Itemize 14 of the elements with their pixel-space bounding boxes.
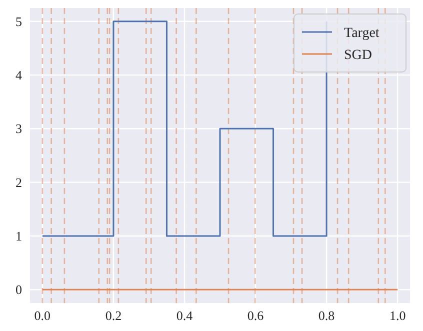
legend-label: Target [344,26,380,41]
y-tick-label: 4 [16,68,22,83]
y-tick-label: 1 [16,228,22,244]
y-tick-label: 0 [16,282,22,298]
x-tick-label: 0.4 [176,308,194,323]
y-tick-label: 5 [16,14,22,29]
x-tick-label: 0.8 [318,308,335,323]
x-tick-label: 0.0 [34,308,51,323]
legend-label: SGD [344,48,372,63]
x-tick-label: 0.2 [105,308,122,323]
y-tick-label: 2 [16,174,22,190]
x-tick-label: 0.6 [247,308,264,323]
y-tick-label: 3 [16,121,22,136]
x-tick-label: 1.0 [389,308,406,323]
